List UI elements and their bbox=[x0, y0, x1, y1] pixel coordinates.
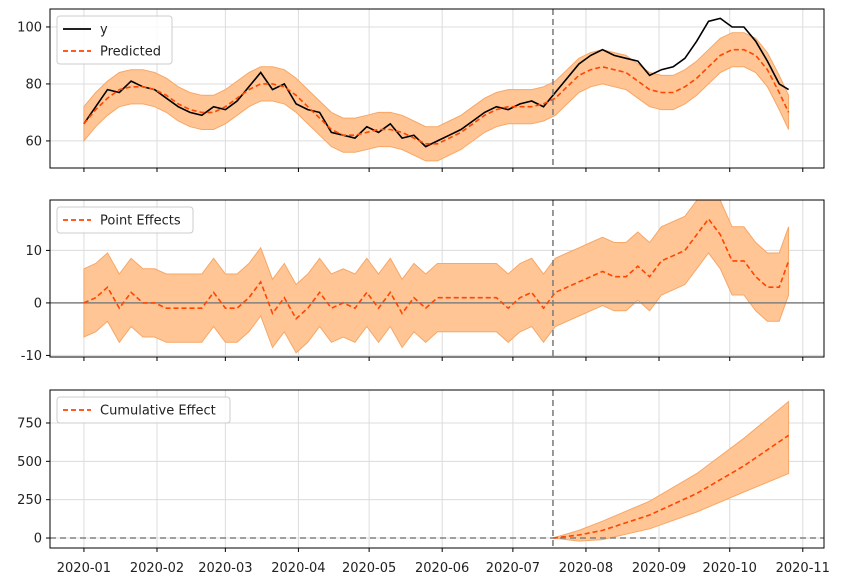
y-tick-label: 500 bbox=[17, 455, 42, 470]
y-tick-label: 10 bbox=[25, 244, 42, 259]
point-effects-line bbox=[83, 217, 790, 320]
x-tick-label: 2020-06 bbox=[415, 561, 469, 576]
legend-label: y bbox=[100, 23, 108, 38]
legend: y Predicted bbox=[56, 15, 173, 65]
cumulative-interval bbox=[552, 400, 790, 542]
effect-interval bbox=[83, 200, 790, 354]
axes-frame bbox=[49, 389, 825, 549]
y-tick-label: 100 bbox=[17, 20, 42, 35]
legend-box bbox=[56, 15, 173, 65]
plot-area bbox=[50, 200, 824, 354]
x-tick-label: 2020-11 bbox=[776, 561, 830, 576]
panel-observed-vs-predicted: 60 80 100 y Predicted bbox=[17, 8, 825, 172]
legend-label: Point Effects bbox=[100, 214, 181, 229]
panel-point-effects: -10 0 10 Point Effects bbox=[21, 199, 825, 364]
legend: Point Effects bbox=[56, 206, 194, 234]
y-tick-label: 60 bbox=[25, 134, 42, 149]
panel-cumulative-effect: 0 250 500 750 2020-01 2020-02 2020-03 2020-04 20… bbox=[17, 389, 830, 576]
y-tick-label: -10 bbox=[21, 349, 42, 364]
x-tick-label: 2020-09 bbox=[632, 561, 686, 576]
cumulative-effect-line bbox=[552, 434, 790, 539]
observed-line bbox=[83, 17, 790, 148]
y-tick-label: 0 bbox=[34, 296, 42, 311]
y-tick-label: 250 bbox=[17, 493, 42, 508]
legend-box bbox=[56, 396, 231, 424]
x-tick-label: 2020-10 bbox=[703, 561, 757, 576]
y-tick-label: 0 bbox=[34, 532, 42, 547]
legend-label: Predicted bbox=[100, 45, 161, 60]
predicted-line bbox=[83, 48, 790, 145]
y-tick-label: 80 bbox=[25, 77, 42, 92]
plot-area bbox=[83, 17, 790, 162]
axes-frame bbox=[49, 199, 825, 358]
legend: Cumulative Effect bbox=[56, 396, 231, 424]
axes-frame bbox=[49, 8, 825, 169]
y-tick-label: 750 bbox=[17, 416, 42, 431]
x-tick-label: 2020-02 bbox=[130, 561, 184, 576]
x-tick-label: 2020-08 bbox=[559, 561, 613, 576]
plot-area bbox=[50, 400, 824, 542]
x-tick-label: 2020-07 bbox=[486, 561, 540, 576]
x-tick-label: 2020-03 bbox=[198, 561, 252, 576]
legend-box bbox=[56, 206, 194, 234]
x-tick-label: 2020-04 bbox=[271, 561, 325, 576]
prediction-interval bbox=[83, 32, 790, 162]
legend-label: Cumulative Effect bbox=[100, 404, 216, 419]
x-tick-label: 2020-05 bbox=[342, 561, 396, 576]
x-tick-label: 2020-01 bbox=[57, 561, 111, 576]
